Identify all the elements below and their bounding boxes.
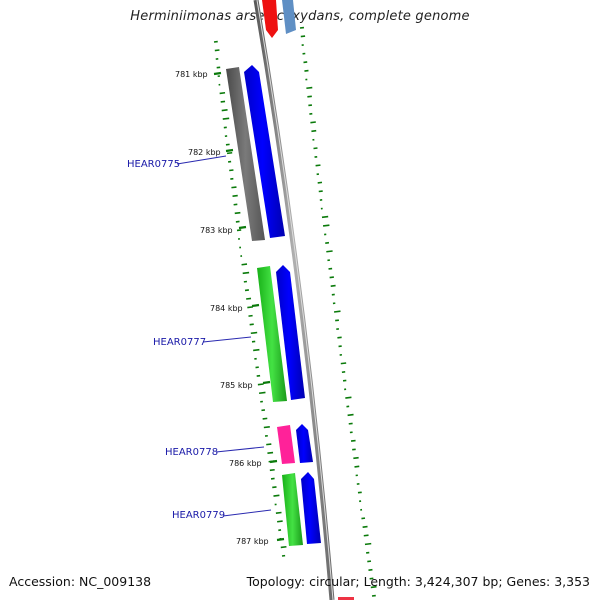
gc-inner-dot: [246, 297, 252, 300]
gc-inner-dot: [273, 494, 280, 497]
gc-inner-dot: [280, 545, 287, 549]
genome-backbone-highlight: [256, 0, 334, 600]
gc-inner-dot: [275, 511, 282, 514]
gc-inner-dot: [257, 383, 264, 386]
scale-label-782: 782 kbp: [188, 148, 221, 157]
cds-hear0777-arrow: [276, 265, 305, 400]
gc-outer-dot: [364, 542, 372, 546]
gene-hear0777-bar: [257, 266, 287, 402]
feature-top-steelblue: [282, 0, 296, 34]
gc-inner-dot: [267, 451, 274, 454]
gc-inner-dot: [221, 109, 228, 112]
gc-inner-dot: [229, 169, 234, 172]
scale-label-785: 785 kbp: [220, 381, 253, 390]
gc-outer-dot: [362, 525, 368, 528]
gc-outer-dot: [350, 439, 356, 442]
scale-label-784: 784 kbp: [210, 304, 243, 313]
gene-label-hear0775[interactable]: HEAR0775: [127, 159, 180, 170]
gc-outer-dot: [329, 276, 334, 279]
gc-outer-dot: [345, 396, 352, 399]
gc-outer-dot: [330, 284, 336, 287]
scale-ticks: [213, 71, 285, 542]
genome-backbone: [253, 0, 335, 600]
gene-hear0779-bar: [282, 473, 303, 546]
gc-inner-dot: [258, 391, 266, 395]
gc-content-outer-track: [299, 26, 377, 597]
gc-inner-dot: [269, 468, 275, 472]
gc-inner-dot: [262, 417, 268, 420]
gc-outer-dot: [322, 224, 330, 227]
gc-inner-dot: [236, 229, 242, 232]
gc-outer-dot: [347, 413, 354, 417]
map-title: Herminiimonas arsenicoxydans, complete g…: [130, 9, 470, 24]
accession-text: Accession: NC_009138: [9, 574, 152, 589]
gene-label-group: [176, 155, 272, 517]
feature-top-red: [262, 0, 278, 38]
gc-inner-dot: [219, 91, 226, 95]
gc-inner-dot: [272, 486, 277, 489]
gene-hear0775[interactable]: [226, 65, 285, 241]
gc-inner-dot: [226, 151, 233, 155]
gc-inner-dot: [214, 49, 220, 52]
gc-inner-dot: [247, 306, 254, 309]
gc-inner-dot: [222, 117, 230, 120]
cds-hear0779-arrow: [301, 472, 321, 544]
topology-text: Topology: circular; Length: 3,424,307 bp…: [246, 574, 590, 589]
gc-outer-dot: [317, 181, 323, 184]
cds-hear0778-arrow: [296, 424, 313, 463]
gc-content-inner-track: [213, 40, 287, 557]
gc-inner-dot: [250, 331, 258, 335]
gene-hear0777[interactable]: [257, 265, 305, 402]
gc-outer-dot: [370, 585, 377, 589]
gc-inner-dot: [231, 186, 237, 189]
gc-outer-dot: [315, 164, 321, 167]
gc-outer-dot: [311, 129, 317, 133]
gc-outer-dot: [306, 86, 313, 90]
gene-hear0779[interactable]: [282, 472, 321, 546]
gene-hear0778[interactable]: [277, 424, 313, 464]
gc-outer-dot: [333, 310, 341, 313]
gene-label-hear0778[interactable]: HEAR0778: [165, 447, 218, 458]
feature-bottom-red: [338, 597, 354, 600]
gene-label-hear0777[interactable]: HEAR0777: [153, 337, 206, 348]
gc-inner-dot: [242, 271, 250, 275]
gc-outer-dot: [310, 121, 316, 124]
gc-inner-dot: [220, 100, 226, 103]
gene-hear0778-bar: [277, 425, 295, 464]
scale-label-787: 787 kbp: [236, 537, 269, 546]
scale-label-783: 783 kbp: [200, 226, 233, 235]
cds-hear0775-arrow: [244, 65, 285, 238]
gc-inner-dot: [263, 425, 270, 429]
scale-label-786: 786 kbp: [229, 459, 262, 468]
gc-outer-dot: [321, 215, 329, 219]
gc-inner-dot: [253, 348, 260, 352]
gc-outer-dot: [354, 465, 360, 468]
gc-outer-dot: [307, 95, 312, 98]
gc-inner-dot: [232, 194, 238, 197]
gc-outer-dot: [353, 456, 359, 460]
gc-outer-dot: [340, 362, 347, 365]
gc-outer-dot: [300, 35, 306, 38]
gc-inner-dot: [241, 263, 248, 266]
gc-outer-dot: [337, 336, 342, 339]
gc-inner-dot: [277, 520, 283, 523]
gc-inner-dot: [234, 211, 241, 215]
gene-label-hear0779[interactable]: HEAR0779: [172, 510, 225, 521]
gc-outer-dot: [326, 250, 333, 253]
scale-label-781: 781 kbp: [175, 70, 208, 79]
gc-outer-dot: [363, 534, 369, 537]
gc-inner-dot: [266, 443, 272, 446]
gene-hear0775-bar: [226, 67, 265, 241]
